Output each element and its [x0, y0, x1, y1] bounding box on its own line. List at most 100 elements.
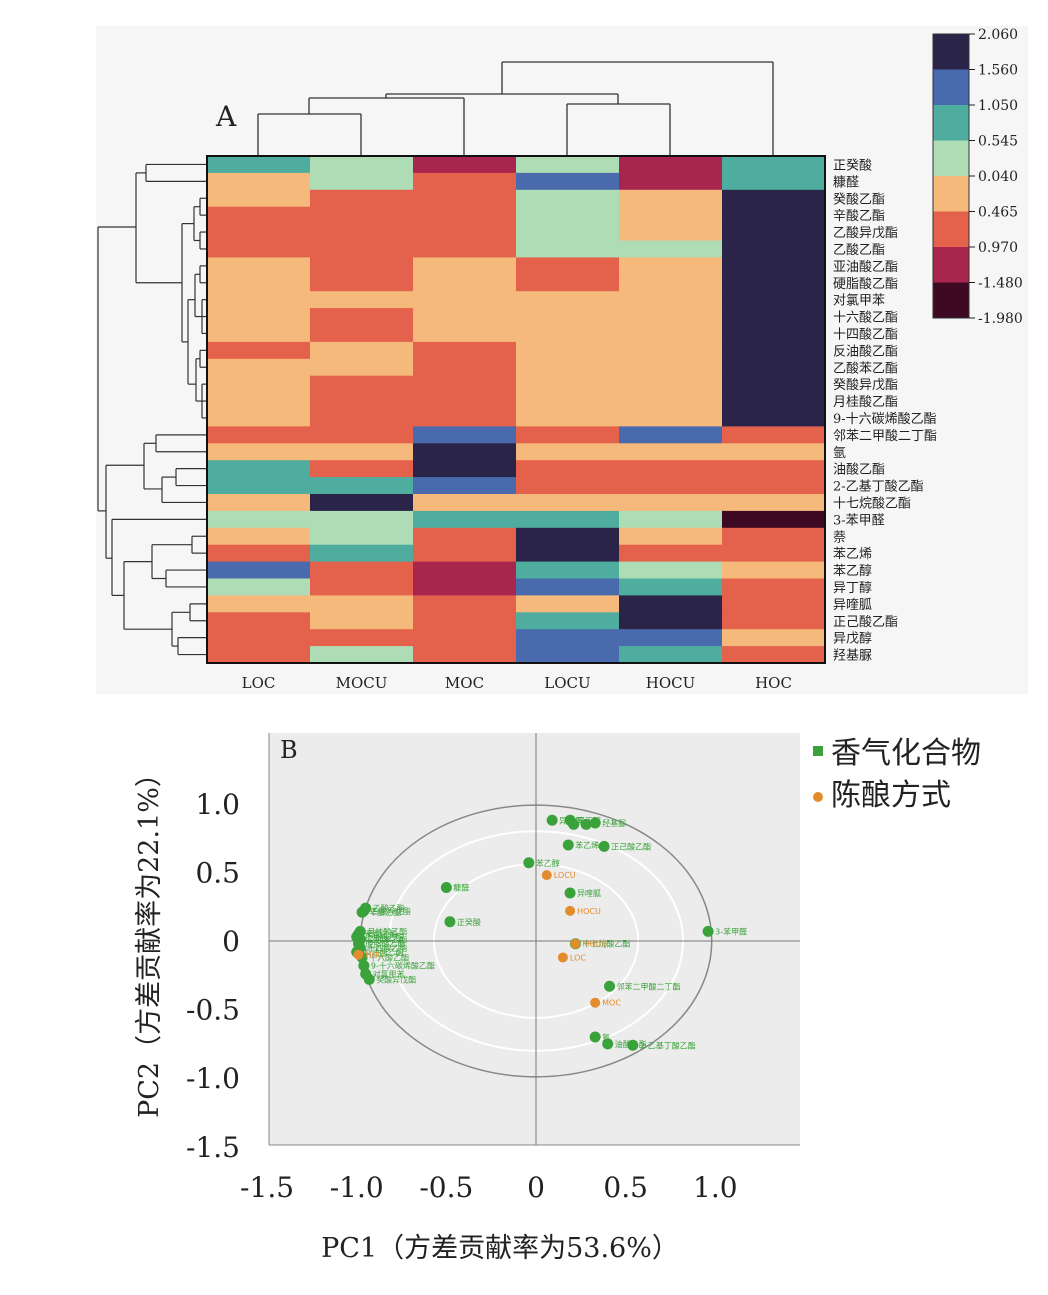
color-scale-tick-label: 0.970 [978, 240, 1018, 256]
heatmap-cell [310, 561, 414, 580]
heatmap-cell [207, 156, 311, 174]
heatmap-cell [722, 172, 826, 191]
column-label: HOCU [646, 674, 696, 692]
heatmap-cell [413, 510, 517, 529]
compound-point [589, 817, 601, 829]
row-label: 异喹胍 [833, 598, 872, 613]
heatmap-cell [619, 257, 723, 275]
heatmap-cell [310, 544, 414, 563]
pca-panel: -1.5 -1.0 -0.5 0 0.5 1.0 1.0 0.5 0 -0.5 -1.0 -1.5 异… [128, 733, 997, 1269]
heatmap-cell [619, 578, 723, 596]
heatmap-cell [722, 392, 826, 411]
row-label: 乙酸乙酯 [833, 243, 885, 258]
heatmap-cell [722, 578, 826, 596]
heatmap-cell [516, 274, 620, 292]
heatmap-cell [516, 646, 620, 664]
heatmap-cell [413, 375, 517, 394]
row-label: 羟基脲 [833, 649, 872, 664]
heatmap-cell [310, 595, 414, 613]
heatmap-cell [619, 291, 723, 309]
heatmap-cell [516, 189, 620, 208]
heatmap-cell [413, 527, 517, 546]
y-axis-label: PC2（方差贡献率为22.1%） [134, 760, 165, 1118]
heatmap-cell [722, 206, 826, 225]
heatmap-cell [516, 426, 620, 444]
compound-point [627, 1039, 639, 1051]
color-scale-swatch [933, 34, 969, 70]
heatmap-cell [722, 561, 826, 580]
row-label: 异戊醇 [833, 631, 872, 647]
row-label: 十七烷酸乙酯 [833, 496, 911, 511]
row-label: 乙酸苯乙酯 [833, 361, 898, 376]
heatmap-cell [413, 578, 517, 596]
heatmap-cell [310, 308, 414, 326]
heatmap-cell [413, 358, 517, 377]
heatmap-cell [619, 494, 723, 512]
legend-swatch-aging-method [813, 792, 823, 802]
heatmap-cell [722, 308, 826, 326]
heatmap-cell [207, 308, 311, 326]
heatmap-cell [619, 223, 723, 242]
heatmap-cell [722, 325, 826, 343]
heatmap-cell [516, 172, 620, 191]
panel-label-a: A [215, 100, 237, 133]
heatmap-cell [207, 223, 311, 242]
heatmap-cell [207, 257, 311, 275]
point-label: 癸酸异戊酯 [376, 974, 416, 984]
compound-point [562, 839, 574, 851]
point-label: 羟基脲 [602, 818, 626, 828]
heatmap-cell [310, 189, 414, 208]
heatmap-cell [310, 341, 414, 360]
row-label: 9-十六碳烯酸乙酯 [833, 412, 937, 427]
heatmap-cell [207, 392, 311, 411]
heatmap-cell [619, 240, 723, 258]
point-label: 十四酸乙酯 [367, 943, 407, 953]
point-label: 反油酸乙酯 [364, 947, 404, 957]
color-scale-swatch [933, 211, 969, 247]
row-label: 异丁醇 [833, 580, 872, 596]
point-label: LOCU [554, 871, 576, 880]
point-label: 异喹胍 [577, 888, 601, 898]
heatmap-cell [722, 426, 826, 444]
row-label: 正己酸乙酯 [833, 615, 898, 630]
compound-point [356, 906, 368, 918]
color-scale-tick-label: 0.040 [978, 169, 1018, 185]
heatmap-cell [413, 291, 517, 309]
color-scale-tick-label: -1.980 [978, 311, 1023, 327]
heatmap-cell [413, 257, 517, 275]
row-label: 癸酸异戊酯 [833, 378, 898, 393]
heatmap-cell [207, 206, 311, 225]
heatmap-cell [413, 629, 517, 647]
heatmap-cell [619, 460, 723, 478]
color-scale-tick-label: 1.050 [978, 98, 1018, 114]
point-label: HOCU [577, 907, 601, 916]
row-label: 苯乙醇 [833, 563, 872, 579]
column-label: LOCU [544, 674, 590, 692]
heatmap-cell [722, 375, 826, 394]
heatmap-cell [310, 409, 414, 427]
aging-method-point [565, 905, 576, 916]
heatmap-cell [516, 494, 620, 512]
point-label: 辛酸乙酯 [369, 907, 401, 917]
heatmap-cell [619, 426, 723, 444]
heatmap-cell [207, 341, 311, 360]
heatmap-cell [310, 426, 414, 444]
heatmap-cell [310, 443, 414, 461]
heatmap-cell [413, 156, 517, 174]
heatmap-cell [310, 477, 414, 495]
heatmap-cell [413, 308, 517, 326]
heatmap-cell [619, 189, 723, 208]
x-tick-label: 0.5 [603, 1171, 648, 1204]
heatmap-cell [619, 206, 723, 225]
row-label: 正癸酸 [833, 158, 872, 173]
heatmap-cell [619, 629, 723, 647]
heatmap-cell [722, 257, 826, 275]
column-label: HOC [755, 674, 792, 692]
legend-label: 陈酿方式 [831, 778, 951, 813]
heatmap-cell [207, 240, 311, 258]
heatmap-cell [207, 375, 311, 394]
point-label: 乙酸异戊酯 [371, 906, 411, 916]
y-tick-label: -0.5 [186, 994, 240, 1027]
heatmap-cell [310, 358, 414, 377]
